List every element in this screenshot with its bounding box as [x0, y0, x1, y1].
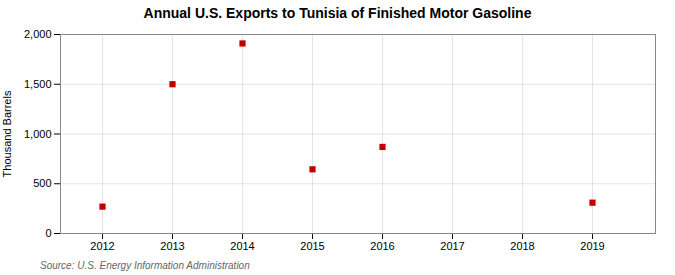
svg-text:2,000: 2,000: [24, 28, 52, 40]
html-text:Annual U.S. Exports to Tunisia: Annual U.S. Exports to Tunisia of Finish…: [143, 5, 532, 21]
svg-text:1,000: 1,000: [24, 128, 52, 140]
svg-text:2013: 2013: [160, 240, 184, 252]
html-text:Source: U.S. Energy Informatio: Source: U.S. Energy Information Administ…: [40, 260, 250, 271]
svg-text:2018: 2018: [510, 240, 534, 252]
svg-text:2019: 2019: [580, 240, 604, 252]
svg-text:2015: 2015: [300, 240, 324, 252]
svg-text:500: 500: [33, 177, 51, 189]
svg-text:1,500: 1,500: [24, 78, 52, 90]
svg-text:0: 0: [45, 227, 51, 239]
svg-text:2014: 2014: [230, 240, 254, 252]
svg-text:2012: 2012: [90, 240, 114, 252]
svg-text:2016: 2016: [370, 240, 394, 252]
svg-text:2017: 2017: [440, 240, 464, 252]
svg-text:Thousand Barrels: Thousand Barrels: [1, 90, 13, 177]
